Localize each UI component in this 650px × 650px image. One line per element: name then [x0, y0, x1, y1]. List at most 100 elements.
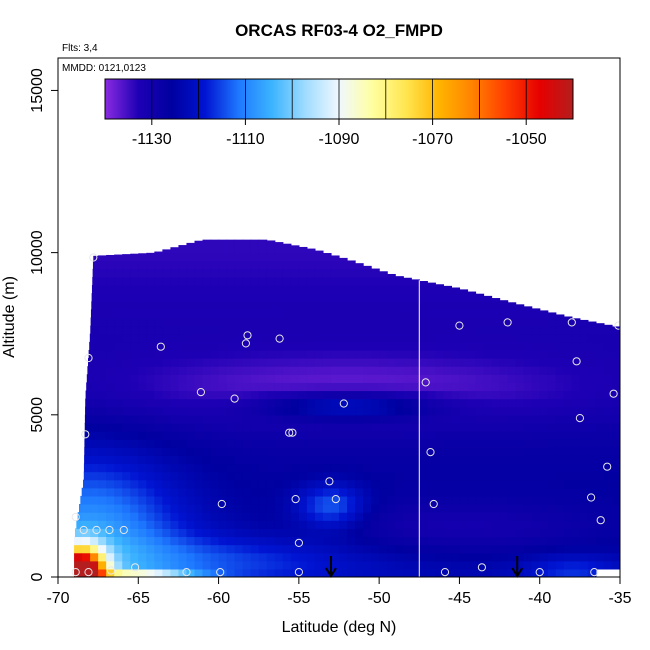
heatmap-cell: [435, 487, 444, 497]
heatmap-cell: [483, 414, 493, 424]
heatmap-cell: [403, 349, 412, 359]
heatmap-cell: [79, 504, 83, 513]
heatmap-cell: [138, 504, 147, 513]
heatmap-cell: [202, 504, 212, 513]
heatmap-cell: [274, 520, 284, 529]
heatmap-cell: [563, 341, 573, 351]
heatmap-cell: [250, 325, 260, 335]
heatmap-cell: [162, 439, 171, 448]
heatmap-cell: [451, 487, 461, 497]
heatmap-cell: [314, 552, 324, 562]
heatmap-cell: [531, 414, 541, 424]
heatmap-cell: [467, 536, 477, 546]
heatmap-cell: [218, 536, 228, 546]
heatmap-cell: [371, 301, 380, 310]
sample-point: [243, 331, 252, 340]
heatmap-cell: [571, 487, 581, 497]
heatmap-cell: [451, 568, 461, 577]
heatmap-cell: [250, 309, 260, 319]
heatmap-cell: [226, 374, 236, 383]
heatmap-cell: [274, 560, 284, 570]
heatmap-cell: [451, 552, 461, 562]
heatmap-cell: [242, 536, 252, 546]
heatmap-cell: [210, 358, 220, 367]
heatmap-cell: [282, 244, 292, 254]
heatmap-cell: [523, 455, 533, 465]
heatmap-cell: [435, 471, 444, 481]
heatmap-cell: [98, 366, 107, 375]
heatmap-cell: [122, 285, 131, 294]
heatmap-cell: [571, 431, 581, 440]
heatmap-cell: [603, 324, 613, 327]
heatmap-cell: [290, 252, 300, 262]
heatmap-cell: [339, 414, 348, 424]
heatmap-cell: [330, 406, 340, 416]
heatmap-cell: [202, 471, 212, 481]
heatmap-cell: [443, 463, 452, 473]
heatmap-cell: [339, 366, 348, 375]
heatmap-cell: [250, 398, 260, 408]
heatmap-cell: [419, 341, 428, 351]
heatmap-cell: [499, 471, 509, 481]
heatmap-cell: [322, 390, 332, 400]
heatmap-cell: [387, 504, 396, 513]
heatmap-cell: [483, 528, 493, 538]
heatmap-cell: [507, 333, 517, 343]
heatmap-cell: [226, 495, 236, 505]
heatmap-cell: [443, 471, 452, 481]
heatmap-cell: [563, 520, 573, 529]
heatmap-cell: [435, 301, 444, 310]
heatmap-cell: [250, 520, 260, 529]
heatmap-cell: [234, 374, 244, 383]
heatmap-cell: [579, 504, 589, 513]
heatmap-cell: [603, 390, 613, 400]
heatmap-cell: [298, 398, 308, 408]
heatmap-cell: [194, 552, 204, 562]
heatmap-cell: [555, 487, 565, 497]
heatmap-cell: [178, 414, 188, 424]
heatmap-cell: [298, 455, 308, 465]
heatmap-cell: [266, 568, 276, 577]
heatmap-cell: [170, 495, 180, 505]
heatmap-cell: [483, 544, 493, 554]
heatmap-cell: [106, 552, 115, 562]
heatmap-cell: [234, 260, 244, 270]
heatmap-cell: [138, 268, 147, 278]
heatmap-cell: [122, 463, 131, 473]
heatmap-cell: [483, 317, 493, 327]
heatmap-cell: [306, 422, 316, 432]
heatmap-cell: [146, 552, 155, 562]
heatmap-cell: [258, 512, 268, 521]
heatmap-cell: [507, 447, 517, 456]
heatmap-cell: [194, 463, 204, 473]
heatmap-cell: [435, 536, 444, 546]
heatmap-cell: [347, 260, 356, 270]
heatmap-cell: [531, 479, 541, 489]
heatmap-cell: [106, 374, 115, 383]
heatmap-cell: [226, 447, 236, 456]
heatmap-cell: [218, 406, 228, 416]
heatmap-cell: [355, 374, 364, 383]
heatmap-cell: [266, 560, 276, 570]
heatmap-cell: [595, 544, 605, 554]
heatmap-cell: [306, 528, 316, 538]
heatmap-cell: [130, 260, 139, 270]
heatmap-cell: [306, 552, 316, 562]
heatmap-cell: [531, 560, 541, 570]
heatmap-cell: [459, 552, 469, 562]
heatmap-cell: [387, 422, 396, 432]
heatmap-cell: [218, 504, 228, 513]
heatmap-cell: [178, 406, 188, 416]
heatmap-cell: [411, 374, 420, 383]
heatmap-cell: [258, 309, 268, 319]
heatmap-cell: [218, 325, 228, 335]
heatmap-cell: [459, 374, 469, 383]
heatmap-cell: [138, 544, 147, 554]
heatmap-cell: [250, 252, 260, 262]
heatmap-cell: [146, 406, 155, 416]
heatmap-cell: [194, 536, 204, 546]
heatmap-cell: [387, 349, 396, 359]
heatmap-cell: [363, 406, 372, 416]
heatmap-cell: [314, 317, 324, 327]
heatmap-cell: [98, 285, 107, 294]
